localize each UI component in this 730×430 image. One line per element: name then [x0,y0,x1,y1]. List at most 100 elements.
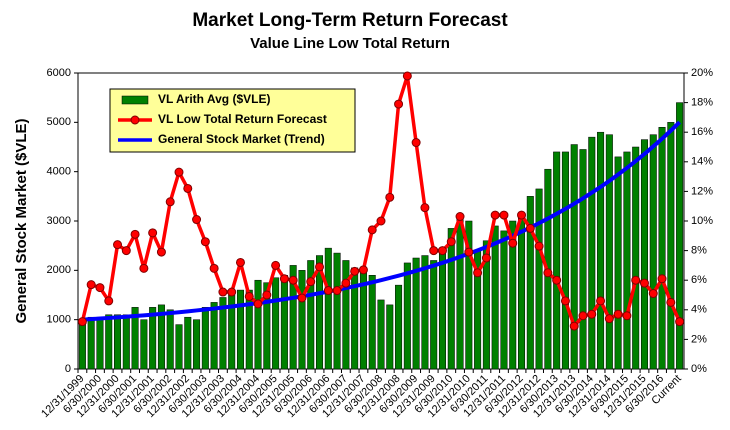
marker [622,311,632,321]
bar [597,131,605,370]
marker [271,260,281,270]
bar [509,220,517,370]
marker [315,262,325,272]
bar [210,302,218,370]
y-tick-label: 0 [65,363,71,375]
marker [174,167,184,177]
bar [96,316,104,370]
marker [437,246,447,256]
bar [87,316,95,370]
line [82,120,681,322]
marker [235,257,245,267]
marker [130,229,140,239]
marker [402,71,412,81]
legend-label: VL Arith Avg ($VLE) [158,92,270,106]
marker [648,289,658,299]
marker [464,247,474,257]
marker [192,215,202,225]
bar [640,139,648,370]
bar [491,225,499,370]
marker [227,287,237,297]
y2-tick-label: 18% [691,97,713,109]
marker [499,210,509,220]
bar [377,299,385,370]
y-tick-label: 3000 [47,215,71,227]
bar [465,220,473,370]
bar [122,314,130,370]
bar [579,149,587,370]
bar [245,289,253,370]
bar [456,218,464,370]
bar [201,307,209,370]
bar [526,196,534,370]
y2-tick-label: 20% [691,67,713,79]
bar [447,228,455,370]
marker [262,290,272,300]
marker [165,197,175,207]
marker [613,309,623,319]
bar [403,262,411,370]
y2-tick-label: 12% [691,185,713,197]
y-tick-label: 4000 [47,166,71,178]
bar [561,151,569,370]
chart-title: Market Long-Term Return Forecast [192,10,508,31]
y2-tick-label: 0% [691,363,707,375]
marker [95,283,105,293]
marker [218,287,228,297]
marker [481,253,491,263]
bar [280,275,288,370]
bar [78,319,86,370]
y2-tick-label: 14% [691,156,713,168]
marker [639,278,649,288]
marker [121,246,131,256]
marker [525,223,535,233]
legend-label: General Stock Market (Trend) [158,132,325,146]
bar [236,289,244,370]
marker [358,265,368,275]
y2-tick-label: 6% [691,274,707,286]
marker [657,274,667,284]
bar [289,265,297,370]
y-tick-label: 6000 [47,67,71,79]
y2-tick-label: 8% [691,245,707,257]
bar [342,260,350,370]
bar [263,282,271,370]
bar [500,230,508,370]
marker [560,296,570,306]
bar [632,146,640,370]
bar [605,134,613,370]
bar [614,156,622,370]
marker [666,297,676,307]
bar [395,284,403,370]
legend: VL Arith Avg ($VLE) VL Low Total Return F… [109,88,356,153]
marker [183,183,193,193]
bar [588,136,596,370]
marker [306,277,316,287]
marker [473,268,483,278]
marker [569,321,579,331]
bar [412,257,420,370]
marker [244,291,254,301]
bar [184,316,192,370]
bar [649,134,657,370]
bar [421,255,429,370]
marker [341,278,351,288]
bar [351,267,359,370]
bar [658,127,666,370]
chart-subtitle: Value Line Low Total Return [250,35,450,52]
marker [77,317,87,327]
marker [279,274,289,284]
marker [323,286,333,296]
marker [156,247,166,257]
bar [272,277,280,370]
marker [297,293,307,303]
y-tick-label: 5000 [47,116,71,128]
marker [604,314,614,324]
bar [140,319,148,370]
bar [157,304,165,370]
bar [368,275,376,370]
bar [175,324,183,370]
marker [578,311,588,321]
marker [332,286,342,296]
